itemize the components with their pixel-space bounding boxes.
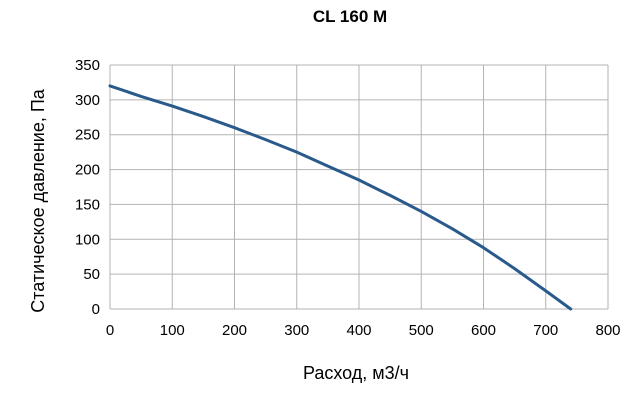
y-tick-label: 200 — [75, 162, 100, 179]
series-line — [108, 84, 573, 311]
x-tick-label: 800 — [595, 322, 620, 339]
x-axis-ticks: 0 100 200 300 400 500 600 700 800 — [106, 322, 621, 339]
x-tick-label: 500 — [409, 322, 434, 339]
x-tick-label: 0 — [106, 322, 114, 339]
x-axis-label: Расход, м3/ч — [303, 363, 409, 383]
x-tick-label: 300 — [284, 322, 309, 339]
x-tick-label: 600 — [471, 322, 496, 339]
y-tick-label: 50 — [83, 266, 100, 283]
x-tick-label: 200 — [222, 322, 247, 339]
y-tick-label: 150 — [75, 196, 100, 213]
y-axis-ticks: 0 50 100 150 200 250 300 350 — [75, 57, 100, 318]
y-tick-label: 300 — [75, 92, 100, 109]
y-axis-label: Статическое давление, Па — [28, 88, 48, 313]
y-tick-label: 350 — [75, 57, 100, 74]
x-tick-label: 700 — [533, 322, 558, 339]
chart-title: CL 160 M — [313, 7, 387, 26]
y-tick-label: 0 — [92, 301, 100, 318]
x-tick-label: 100 — [160, 322, 185, 339]
y-tick-label: 250 — [75, 127, 100, 144]
y-tick-label: 100 — [75, 231, 100, 248]
grid-layer — [109, 64, 609, 310]
series-layer — [108, 84, 573, 311]
x-tick-label: 400 — [346, 322, 371, 339]
